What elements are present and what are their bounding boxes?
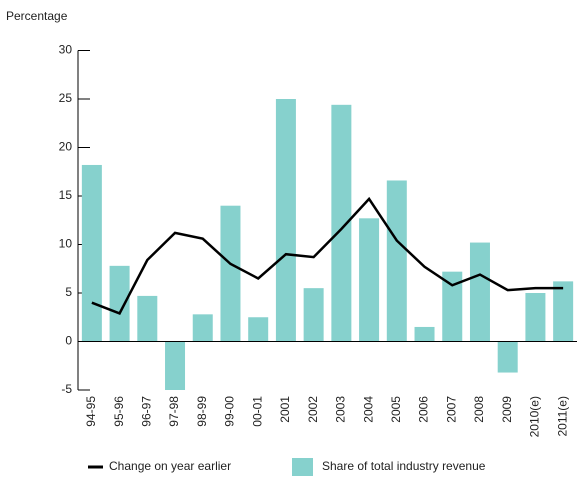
bar [275, 99, 296, 342]
y-tick-label: 10 [59, 237, 73, 251]
x-tick-label: 2007 [444, 396, 458, 423]
y-tick-label: 25 [59, 91, 73, 105]
line [91, 196, 564, 315]
bar [442, 271, 463, 342]
bar [303, 288, 324, 342]
bar [109, 265, 130, 342]
bar [81, 164, 102, 342]
x-tick-label: 95-96 [112, 396, 126, 427]
y-tick-label: 30 [59, 43, 73, 57]
x-tick-label: 00-01 [250, 396, 264, 427]
bar [137, 295, 158, 342]
bar [220, 205, 241, 342]
y-tick-label: 0 [65, 334, 72, 348]
legend-label: Change on year earlier [109, 459, 231, 473]
y-tick-label: 20 [59, 140, 73, 154]
legend-label: Share of total industry revenue [322, 459, 486, 473]
bar [359, 218, 380, 342]
x-tick-label: 96-97 [139, 396, 153, 427]
y-axis-label: Percentage [6, 9, 68, 23]
x-tick-label: 2008 [472, 396, 486, 423]
legend-swatch [292, 458, 313, 476]
x-tick-label: 2011(e) [555, 396, 569, 436]
x-tick-label: 98-99 [195, 396, 209, 427]
bar [469, 242, 490, 342]
bar [414, 326, 435, 342]
bar [248, 317, 269, 342]
bar [386, 180, 407, 342]
y-tick-label: -5 [61, 382, 72, 396]
x-tick-label: 2010(e) [528, 396, 542, 437]
x-tick-label: 94-95 [84, 396, 98, 427]
y-tick-label: 5 [65, 285, 72, 299]
bar [553, 281, 574, 342]
x-tick-label: 2005 [389, 396, 403, 423]
x-tick-label: 2004 [361, 396, 375, 423]
x-tick-label: 99-00 [223, 396, 237, 427]
bar [331, 104, 352, 342]
x-tick-label: 97-98 [167, 396, 181, 427]
bar [497, 341, 518, 373]
x-tick-label: 2001 [278, 396, 292, 423]
bar [192, 314, 213, 342]
x-tick-label: 2002 [306, 396, 320, 423]
bar [165, 341, 186, 390]
y-tick-label: 15 [59, 188, 73, 202]
x-tick-label: 2006 [417, 396, 431, 423]
bar [525, 293, 546, 342]
x-tick-label: 2003 [334, 396, 348, 423]
x-tick-label: 2009 [500, 396, 514, 423]
